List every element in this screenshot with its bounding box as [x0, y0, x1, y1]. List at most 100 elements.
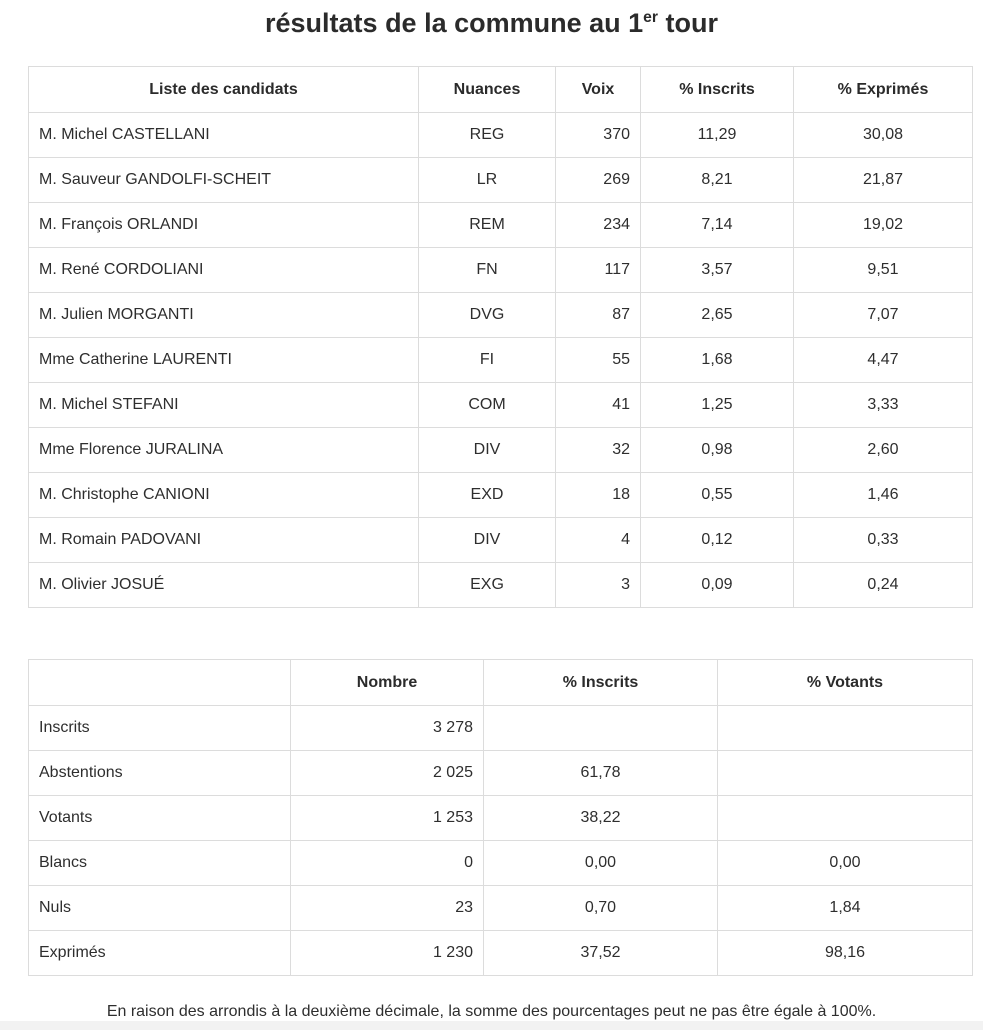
nuance-cell: FN — [418, 247, 556, 293]
pct-inscrits-cell: 0,70 — [483, 885, 718, 931]
pct-inscrits-cell: 38,22 — [483, 795, 718, 841]
nombre-cell: 3 278 — [290, 705, 484, 751]
pct-exprimes-cell: 0,24 — [793, 562, 973, 608]
pct-inscrits-cell: 0,00 — [483, 840, 718, 886]
page-title-text-suffix: tour — [657, 8, 718, 38]
candidate-name-cell: M. Julien MORGANTI — [28, 292, 419, 338]
candidate-row: M. Christophe CANIONI EXD 18 0,55 1,46 — [28, 472, 973, 518]
candidate-name-cell: Mme Catherine LAURENTI — [28, 337, 419, 383]
voix-cell: 234 — [555, 202, 641, 248]
column-header-empty — [28, 659, 291, 706]
pct-inscrits-cell: 2,65 — [640, 292, 794, 338]
pct-exprimes-cell: 2,60 — [793, 427, 973, 473]
candidate-row: M. Julien MORGANTI DVG 87 2,65 7,07 — [28, 292, 973, 338]
voix-cell: 41 — [555, 382, 641, 428]
pct-votants-cell: 98,16 — [717, 930, 973, 976]
column-header-liste-des-candidats: Liste des candidats — [28, 66, 419, 113]
candidate-row: M. Olivier JOSUÉ EXG 3 0,09 0,24 — [28, 562, 973, 608]
candidate-name-cell: M. Michel STEFANI — [28, 382, 419, 428]
participation-row: Exprimés 1 230 37,52 98,16 — [28, 930, 973, 976]
pct-inscrits-cell — [483, 705, 718, 751]
voix-cell: 370 — [555, 112, 641, 158]
candidate-name-cell: M. Olivier JOSUÉ — [28, 562, 419, 608]
pct-inscrits-cell: 1,68 — [640, 337, 794, 383]
voix-cell: 32 — [555, 427, 641, 473]
pct-exprimes-cell: 7,07 — [793, 292, 973, 338]
page-title-superscript: er — [643, 9, 658, 26]
participation-row: Abstentions 2 025 61,78 — [28, 750, 973, 796]
pct-inscrits-cell: 7,14 — [640, 202, 794, 248]
candidate-row: M. François ORLANDI REM 234 7,14 19,02 — [28, 202, 973, 248]
participation-label-cell: Votants — [28, 795, 291, 841]
participation-row: Nuls 23 0,70 1,84 — [28, 885, 973, 931]
column-header-nombre: Nombre — [290, 659, 484, 706]
page-bottom-edge — [0, 1021, 983, 1030]
pct-inscrits-cell: 0,12 — [640, 517, 794, 563]
pct-votants-cell — [717, 795, 973, 841]
column-header-voix: Voix — [555, 66, 641, 113]
column-header-nuances: Nuances — [418, 66, 556, 113]
participation-row: Blancs 0 0,00 0,00 — [28, 840, 973, 886]
nuance-cell: EXD — [418, 472, 556, 518]
pct-exprimes-cell: 3,33 — [793, 382, 973, 428]
voix-cell: 55 — [555, 337, 641, 383]
voix-cell: 269 — [555, 157, 641, 203]
voix-cell: 4 — [555, 517, 641, 563]
nuance-cell: EXG — [418, 562, 556, 608]
candidate-row: M. Sauveur GANDOLFI-SCHEIT LR 269 8,21 2… — [28, 157, 973, 203]
participation-label-cell: Abstentions — [28, 750, 291, 796]
pct-inscrits-cell: 0,09 — [640, 562, 794, 608]
nuance-cell: DIV — [418, 427, 556, 473]
voix-cell: 18 — [555, 472, 641, 518]
pct-votants-cell — [717, 750, 973, 796]
nuance-cell: FI — [418, 337, 556, 383]
participation-row: Votants 1 253 38,22 — [28, 795, 973, 841]
candidate-name-cell: M. Michel CASTELLANI — [28, 112, 419, 158]
voix-cell: 117 — [555, 247, 641, 293]
nuance-cell: LR — [418, 157, 556, 203]
pct-inscrits-cell: 37,52 — [483, 930, 718, 976]
pct-inscrits-cell: 3,57 — [640, 247, 794, 293]
candidate-row: M. René CORDOLIANI FN 117 3,57 9,51 — [28, 247, 973, 293]
column-header-pct-inscrits: % Inscrits — [640, 66, 794, 113]
participation-label-cell: Nuls — [28, 885, 291, 931]
candidates-table: Liste des candidats Nuances Voix % Inscr… — [28, 66, 973, 608]
participation-table-header-row: Nombre % Inscrits % Votants — [28, 659, 973, 706]
pct-inscrits-cell: 61,78 — [483, 750, 718, 796]
candidate-name-cell: M. Christophe CANIONI — [28, 472, 419, 518]
pct-inscrits-cell: 1,25 — [640, 382, 794, 428]
nombre-cell: 23 — [290, 885, 484, 931]
nuance-cell: DIV — [418, 517, 556, 563]
page-title-text: résultats de la commune au 1 — [265, 8, 644, 38]
pct-votants-cell: 0,00 — [717, 840, 973, 886]
pct-exprimes-cell: 21,87 — [793, 157, 973, 203]
pct-exprimes-cell: 9,51 — [793, 247, 973, 293]
voix-cell: 87 — [555, 292, 641, 338]
nuance-cell: COM — [418, 382, 556, 428]
nuance-cell: DVG — [418, 292, 556, 338]
voix-cell: 3 — [555, 562, 641, 608]
participation-label-cell: Inscrits — [28, 705, 291, 751]
candidate-name-cell: Mme Florence JURALINA — [28, 427, 419, 473]
candidate-name-cell: M. Sauveur GANDOLFI-SCHEIT — [28, 157, 419, 203]
nombre-cell: 2 025 — [290, 750, 484, 796]
pct-exprimes-cell: 4,47 — [793, 337, 973, 383]
pct-inscrits-cell: 0,55 — [640, 472, 794, 518]
footnote: En raison des arrondis à la deuxième déc… — [106, 1003, 877, 1020]
participation-table: Nombre % Inscrits % Votants Inscrits 3 2… — [28, 659, 973, 976]
participation-label-cell: Exprimés — [28, 930, 291, 976]
nombre-cell: 1 253 — [290, 795, 484, 841]
pct-inscrits-cell: 11,29 — [640, 112, 794, 158]
candidate-name-cell: M. Romain PADOVANI — [28, 517, 419, 563]
page-title: résultats de la commune au 1er tour — [0, 6, 983, 40]
column-header-pct-inscrits: % Inscrits — [483, 659, 718, 706]
candidate-row: Mme Catherine LAURENTI FI 55 1,68 4,47 — [28, 337, 973, 383]
nombre-cell: 0 — [290, 840, 484, 886]
pct-exprimes-cell: 19,02 — [793, 202, 973, 248]
pct-exprimes-cell: 0,33 — [793, 517, 973, 563]
nuance-cell: REG — [418, 112, 556, 158]
participation-row: Inscrits 3 278 — [28, 705, 973, 751]
candidate-row: M. Romain PADOVANI DIV 4 0,12 0,33 — [28, 517, 973, 563]
candidate-row: Mme Florence JURALINA DIV 32 0,98 2,60 — [28, 427, 973, 473]
candidate-name-cell: M. René CORDOLIANI — [28, 247, 419, 293]
